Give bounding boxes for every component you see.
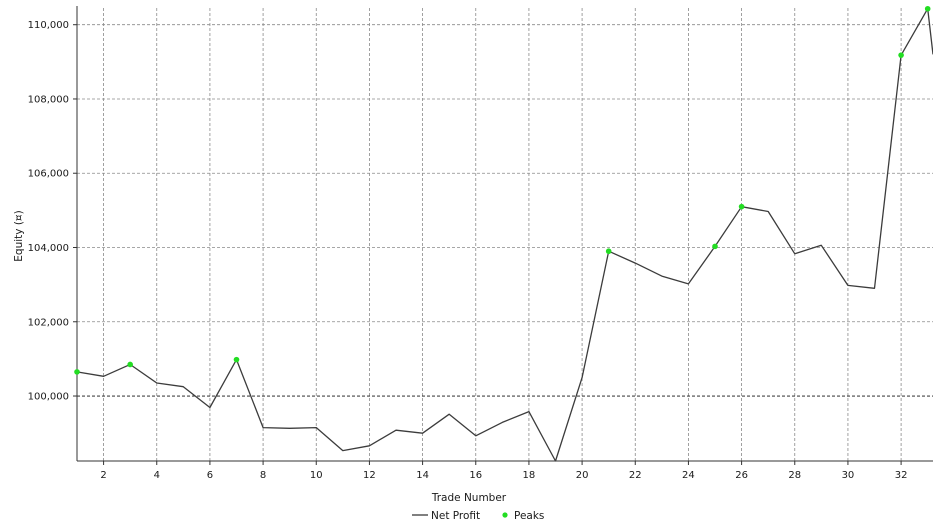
legend: Net Profit Peaks <box>412 510 544 521</box>
plot-frame <box>76 6 933 462</box>
peak-point <box>898 52 904 58</box>
x-axis-title: Trade Number <box>431 492 507 504</box>
y-tick-label: 102,000 <box>28 317 69 328</box>
x-tick-label: 16 <box>469 470 482 481</box>
y-tick-labels: 100,000 102,000 104,000 106,000 108,000 110,0… <box>28 20 77 403</box>
y-tick-label: 110,000 <box>28 20 69 31</box>
peak-point <box>605 248 612 255</box>
x-tick-label: 10 <box>310 470 323 481</box>
peak-point <box>127 361 133 368</box>
x-tick-label: 24 <box>682 470 695 481</box>
peaks-series <box>74 5 931 375</box>
x-tick-label: 32 <box>895 470 908 481</box>
legend-peaks-swatch <box>502 512 508 518</box>
y-axis-title: Equity (¤) <box>13 210 25 261</box>
y-tick-label: 106,000 <box>28 169 69 180</box>
grid-lines <box>77 8 933 461</box>
legend-peaks-label: Peaks <box>514 510 544 521</box>
peak-point <box>233 356 240 363</box>
peak-point <box>74 369 80 375</box>
legend-net-profit-label: Net Profit <box>431 510 480 521</box>
x-tick-label: 8 <box>260 470 266 481</box>
x-tick-label: 12 <box>363 470 376 481</box>
x-tick-label: 20 <box>576 470 589 481</box>
x-tick-labels: 2 4 6 8 10 12 14 16 18 20 22 24 26 28 30 32 <box>100 461 907 481</box>
y-tick-label: 104,000 <box>28 243 69 254</box>
x-tick-label: 4 <box>154 470 160 481</box>
x-tick-label: 26 <box>735 470 748 481</box>
net-profit-line <box>76 8 933 462</box>
peak-point <box>712 243 718 250</box>
x-tick-label: 2 <box>100 470 106 481</box>
x-tick-label: 22 <box>629 470 642 481</box>
net-profit-series <box>76 8 933 462</box>
x-tick-label: 28 <box>788 470 801 481</box>
peak-point <box>738 203 745 210</box>
y-tick-label: 108,000 <box>28 94 69 105</box>
y-tick-label: 100,000 <box>28 392 69 403</box>
peak-point <box>924 5 931 12</box>
x-tick-label: 30 <box>842 470 855 481</box>
x-tick-label: 6 <box>207 470 213 481</box>
x-tick-label: 18 <box>523 470 536 481</box>
x-tick-label: 14 <box>416 470 429 481</box>
